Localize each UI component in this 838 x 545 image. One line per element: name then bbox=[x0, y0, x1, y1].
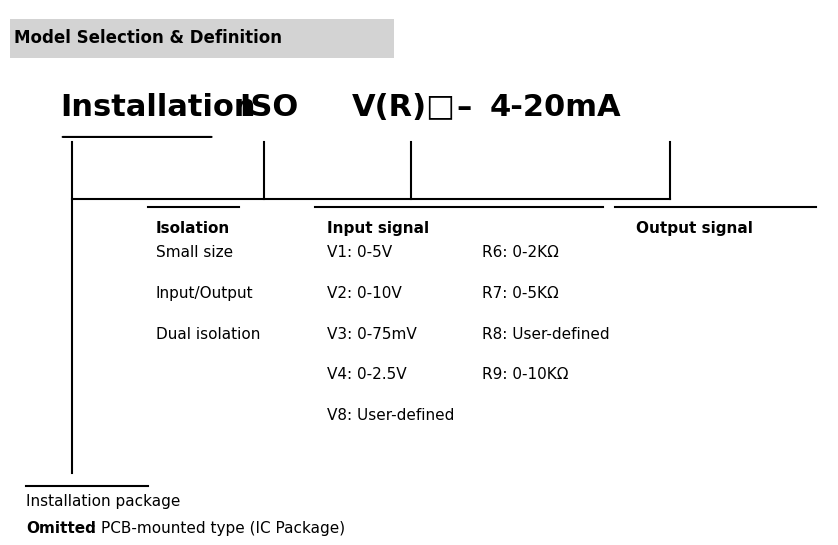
Text: Installation: Installation bbox=[59, 93, 256, 122]
Text: R9: 0-10KΩ: R9: 0-10KΩ bbox=[482, 367, 568, 383]
Text: V4: 0-2.5V: V4: 0-2.5V bbox=[327, 367, 406, 383]
Text: Model Selection & Definition: Model Selection & Definition bbox=[14, 29, 282, 47]
FancyBboxPatch shape bbox=[10, 19, 394, 58]
Text: R6: 0-2KΩ: R6: 0-2KΩ bbox=[482, 245, 558, 261]
Text: R8: User-defined: R8: User-defined bbox=[482, 326, 609, 342]
Text: Installation package: Installation package bbox=[27, 494, 181, 508]
Text: Input signal: Input signal bbox=[327, 221, 429, 236]
Text: R7: 0-5KΩ: R7: 0-5KΩ bbox=[482, 286, 558, 301]
Text: Input/Output: Input/Output bbox=[156, 286, 254, 301]
Text: V1: 0-5V: V1: 0-5V bbox=[327, 245, 392, 261]
Text: ISO: ISO bbox=[240, 93, 298, 122]
Text: –: – bbox=[457, 93, 472, 122]
Text: Dual isolation: Dual isolation bbox=[156, 326, 261, 342]
Text: Omitted: Omitted bbox=[27, 521, 96, 536]
Text: V8: User-defined: V8: User-defined bbox=[327, 408, 454, 423]
Text: Output signal: Output signal bbox=[636, 221, 753, 236]
Text: V2: 0-10V: V2: 0-10V bbox=[327, 286, 402, 301]
Text: V(R)□: V(R)□ bbox=[352, 93, 456, 122]
Text: Isolation: Isolation bbox=[156, 221, 230, 236]
Text: : PCB-mounted type (IC Package): : PCB-mounted type (IC Package) bbox=[91, 521, 345, 536]
Text: Small size: Small size bbox=[156, 245, 233, 261]
Text: 4-20mA: 4-20mA bbox=[490, 93, 622, 122]
Text: V3: 0-75mV: V3: 0-75mV bbox=[327, 326, 416, 342]
